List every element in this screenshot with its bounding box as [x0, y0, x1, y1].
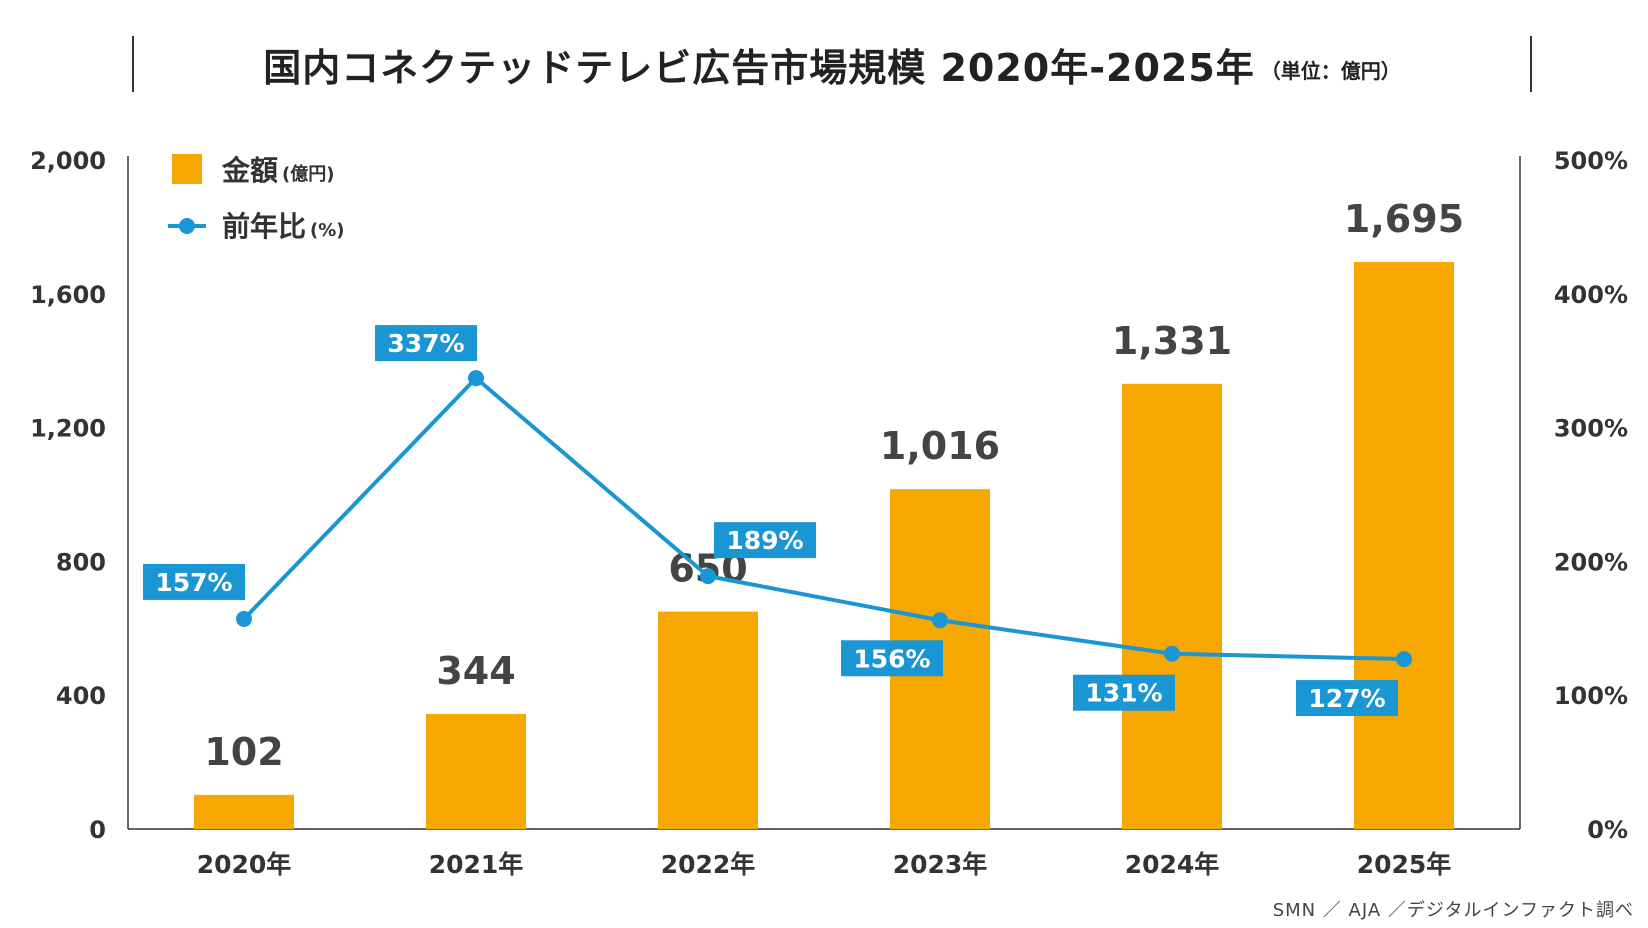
yoy-point [700, 568, 716, 585]
yoy-label-box [841, 640, 943, 677]
legend-bar-label: 金額 (億円) [221, 154, 334, 187]
y-right-tick-label: 300% [1554, 415, 1628, 443]
yoy-label: 131% [1085, 679, 1162, 708]
yoy-point [932, 612, 948, 629]
bar-value-label: 1,695 [1344, 197, 1464, 241]
source-note: SMN ／ AJA ／デジタルインファクト調べ [1272, 900, 1634, 921]
yoy-point [1164, 645, 1180, 662]
y-left-tick-label: 400 [56, 682, 106, 710]
yoy-label: 157% [155, 568, 232, 597]
combo-chart: 0 400 800 1,200 1,600 2,000 0% 100% 200% 300% 400%… [30, 147, 1628, 879]
y-right-tick-label: 200% [1554, 548, 1628, 576]
x-tick-label: 2022年 [661, 850, 756, 879]
legend-line-label-text: 前年比 [222, 210, 306, 243]
legend-line-label: 前年比 (%) [222, 210, 345, 243]
legend-bar-unit: (億円) [282, 163, 334, 185]
yoy-point [236, 610, 252, 627]
yoy-line [242, 376, 1405, 662]
bar-value-label: 344 [436, 649, 515, 693]
y-right-tick-label: 0% [1587, 816, 1628, 844]
y-left-tick-label: 2,000 [30, 147, 106, 175]
y-left-tick-label: 1,200 [30, 415, 106, 443]
yoy-label-box [1073, 674, 1175, 711]
yoy-label-box [714, 522, 816, 559]
y-right-tick-label: 500% [1554, 147, 1628, 175]
legend-line-unit: (%) [310, 220, 345, 241]
yoy-label-box [1296, 680, 1398, 717]
yoy-point [1396, 651, 1412, 668]
y-left-tick-label: 1,600 [30, 281, 106, 309]
x-tick-label: 2023年 [893, 850, 988, 879]
x-tick-label: 2024年 [1125, 850, 1220, 879]
bar [1354, 262, 1454, 830]
chart-title: 国内コネクテッドテレビ広告市場規模 2020年-2025年 （単位：億円） [132, 36, 1532, 92]
yoy-point [468, 370, 484, 387]
yoy-label: 127% [1308, 684, 1385, 713]
legend-line-marker [179, 218, 195, 234]
y-right-tick-label: 100% [1554, 682, 1628, 710]
legend-bar-label-text: 金額 [221, 154, 278, 187]
yoy-label: 189% [726, 526, 803, 555]
x-tick-label: 2020年 [197, 850, 292, 879]
bar [1122, 383, 1222, 829]
bar-value-label: 102 [204, 730, 283, 774]
yoy-label-box [143, 563, 245, 600]
chart-title-unit: （単位：億円） [1260, 58, 1401, 83]
bar-value-label: 1,331 [1112, 319, 1232, 363]
y-right-tick-label: 400% [1554, 281, 1628, 309]
bar [194, 794, 294, 829]
yoy-label: 156% [853, 644, 930, 673]
yoy-label-box [375, 325, 477, 362]
x-tick-label: 2025年 [1357, 850, 1452, 879]
legend-bar-swatch [172, 154, 202, 184]
bar [658, 611, 758, 829]
yoy-label: 337% [387, 329, 464, 358]
chart-title-main: 国内コネクテッドテレビ広告市場規模 2020年-2025年 [263, 45, 1255, 90]
y-left-tick-label: 0 [89, 816, 106, 844]
y-left-tick-label: 800 [56, 548, 106, 576]
x-tick-label: 2021年 [429, 850, 524, 879]
bar [426, 713, 526, 829]
bar-value-label: 1,016 [880, 424, 1000, 468]
